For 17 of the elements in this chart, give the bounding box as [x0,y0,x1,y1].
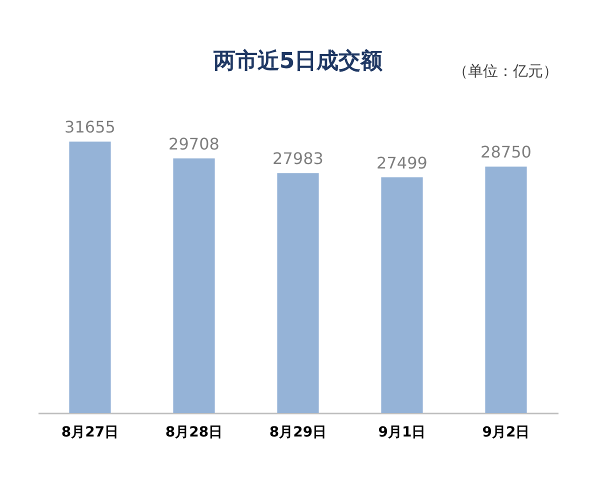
bar [69,142,111,413]
x-tick-label: 9月2日 [482,424,530,440]
bar [173,158,215,413]
bar [485,166,527,413]
data-label: 27499 [376,153,428,172]
chart-title: 两市近5日成交额 [212,48,384,74]
x-tick-label: 8月27日 [61,424,119,440]
data-label: 29708 [168,134,220,154]
data-label: 31655 [64,118,116,137]
data-label: 27983 [272,149,324,168]
bar [277,173,319,413]
data-label: 28750 [480,142,532,162]
x-tick-label: 9月1日 [378,424,426,440]
x-tick-label: 8月29日 [269,424,327,440]
text: （单位：亿元） [453,62,558,81]
bar [381,177,423,413]
x-tick-label: 8月28日 [165,424,223,440]
